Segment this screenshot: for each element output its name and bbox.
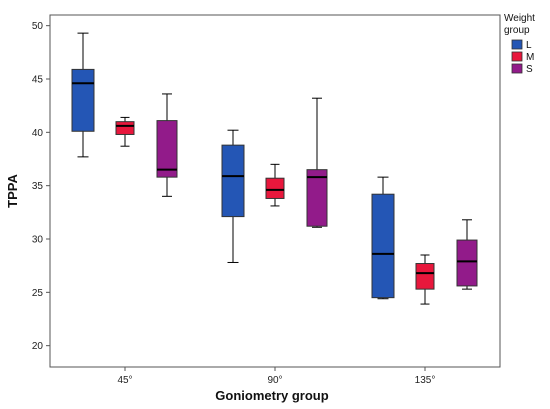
y-tick-label: 50 <box>32 21 44 32</box>
x-axis-title: Goniometry group <box>215 388 328 403</box>
y-tick-label: 30 <box>32 235 44 246</box>
x-tick-label: 90° <box>267 375 282 386</box>
box-body <box>415 263 435 290</box>
legend-swatch-S <box>511 63 523 74</box>
y-tick-label: 35 <box>32 181 44 192</box>
y-tick-label: 40 <box>32 128 44 139</box>
legend-swatch-L <box>511 39 523 50</box>
y-tick-label: 45 <box>32 75 44 86</box>
box-body <box>156 120 178 178</box>
legend-label-S: S <box>526 64 533 75</box>
box-S-2 <box>456 219 478 290</box>
box-S-0 <box>156 93 178 197</box>
legend-swatch-M <box>511 51 523 62</box>
legend-label-M: M <box>526 52 534 63</box>
box-body <box>221 144 245 218</box>
legend-title-line-1: Weight <box>504 13 535 24</box>
box-body <box>115 121 135 135</box>
y-axis: 20 25 30 35 40 45 50 <box>32 21 50 352</box>
box-L-0 <box>71 32 95 158</box>
legend-label-L: L <box>526 40 532 51</box>
y-tick-label: 20 <box>32 341 44 352</box>
box-body <box>265 177 285 199</box>
x-tick-label: 45° <box>117 375 132 386</box>
box-M-2 <box>415 254 435 305</box>
box-L-2 <box>371 176 395 300</box>
box-body <box>71 68 95 132</box>
y-tick-label: 25 <box>32 288 44 299</box>
box-L-1 <box>221 129 245 263</box>
box-body <box>306 169 328 227</box>
box-M-1 <box>265 163 285 207</box>
legend: Weight group LMS <box>504 13 535 75</box>
y-axis-title: TPPA <box>5 174 20 208</box>
x-tick-label: 135° <box>415 375 436 386</box>
box-series <box>71 32 478 305</box>
x-axis: 45° 90° 135° <box>117 367 435 386</box>
box-body <box>456 239 478 287</box>
box-M-0 <box>115 116 135 147</box>
box-S-1 <box>306 97 328 228</box>
box-body <box>371 193 395 299</box>
legend-title-line-2: group <box>504 25 530 36</box>
